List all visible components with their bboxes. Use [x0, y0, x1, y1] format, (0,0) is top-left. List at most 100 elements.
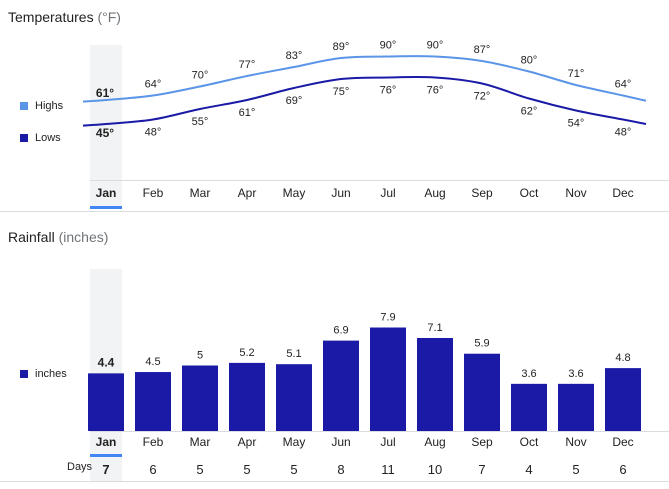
month-tick-label: Nov — [565, 186, 586, 200]
rainfall-data-label: 4.5 — [145, 356, 160, 368]
month-tick-label: Feb — [143, 186, 164, 200]
month-tick-label: Apr — [238, 435, 257, 449]
lows-data-label: 48° — [615, 127, 632, 139]
lows-data-label: 54° — [568, 118, 585, 130]
highs-data-label: 64° — [615, 79, 632, 91]
highs-data-label: 64° — [145, 79, 162, 91]
month-tick-label: Jun — [331, 186, 350, 200]
temperature-title: Temperatures (°F) — [8, 9, 121, 25]
highs-line — [82, 55, 647, 103]
rainfall-data-label: 5.2 — [239, 347, 254, 359]
legend-highs-swatch — [20, 102, 28, 110]
highs-data-label: 83° — [286, 50, 303, 62]
rain-days-value: 5 — [572, 462, 579, 477]
lows-data-label: 62° — [521, 106, 538, 118]
rain-days-value: 5 — [196, 462, 203, 477]
lows-data-label: 61° — [239, 107, 256, 119]
temperature-title-text: Temperatures — [8, 9, 94, 25]
rainfall-bar — [370, 327, 406, 431]
lows-data-label: 55° — [192, 116, 209, 128]
month-tick-label: Mar — [190, 186, 211, 200]
month-tick-label: May — [283, 186, 306, 200]
rainfall-bar — [464, 353, 500, 431]
rain-days-value: 7 — [102, 462, 109, 477]
temperature-unit: (°F) — [97, 9, 121, 25]
month-tick-label: Aug — [424, 186, 445, 200]
legend-inches-swatch — [20, 370, 28, 378]
month-tick-label: Feb — [143, 435, 164, 449]
month-tick-label: Oct — [520, 186, 539, 200]
rainfall-unit: (inches) — [58, 229, 109, 245]
highs-data-label: 61° — [96, 86, 114, 100]
legend-highs-label: Highs — [35, 100, 64, 112]
rainfall-data-label: 5.1 — [286, 348, 301, 360]
legend-inches-label: inches — [35, 368, 67, 380]
rainfall-data-label: 3.6 — [568, 368, 583, 380]
month-tick-label: Jul — [380, 435, 395, 449]
selected-month-indicator — [90, 206, 122, 209]
highs-data-label: 71° — [568, 68, 585, 80]
highs-data-label: 80° — [521, 55, 538, 67]
month-tick-label: Jul — [380, 186, 395, 200]
month-tick-label: Dec — [612, 435, 633, 449]
rainfall-title: Rainfall (inches) — [8, 229, 108, 245]
highs-data-label: 77° — [239, 59, 256, 71]
highs-data-label: 70° — [192, 70, 209, 82]
month-tick-label: Sep — [471, 435, 493, 449]
rainfall-bar — [135, 372, 171, 431]
rain-days-value: 5 — [243, 462, 250, 477]
rain-days-value: 4 — [525, 462, 532, 477]
legend-highs: Highs — [20, 100, 63, 112]
rainfall-data-label: 7.9 — [380, 312, 395, 324]
month-tick-label: Nov — [565, 435, 586, 449]
days-label: Days — [67, 461, 93, 473]
lows-line — [82, 75, 647, 127]
rainfall-data-label: 4.8 — [615, 352, 630, 364]
rainfall-bar — [276, 364, 312, 431]
rain-days-value: 7 — [478, 462, 485, 477]
legend-inches: inches — [20, 368, 67, 380]
bottom-divider — [0, 481, 669, 482]
lows-data-label: 48° — [145, 127, 162, 139]
highs-data-label: 89° — [333, 41, 350, 53]
highs-data-label: 90° — [380, 40, 397, 52]
lows-data-label: 69° — [286, 95, 303, 107]
rain-days-value: 10 — [428, 462, 442, 477]
lows-data-label: 45° — [96, 126, 114, 140]
legend-lows-swatch — [20, 134, 28, 142]
month-tick-label: Jun — [331, 435, 350, 449]
month-tick-label: May — [283, 435, 306, 449]
month-tick-label: Oct — [520, 435, 539, 449]
rainfall-bar — [511, 383, 547, 431]
rain-days-value: 6 — [149, 462, 156, 477]
rainfall-bar — [229, 362, 265, 431]
month-tick-label: Apr — [238, 186, 257, 200]
rainfall-bar — [182, 365, 218, 431]
lows-data-label: 76° — [380, 85, 397, 97]
rain-days-value: 11 — [381, 462, 395, 477]
rainfall-bar — [558, 383, 594, 431]
highs-data-label: 90° — [427, 40, 444, 52]
lows-data-label: 72° — [474, 91, 491, 103]
rain-days-value: 6 — [619, 462, 626, 477]
month-tick-label: Aug — [424, 435, 445, 449]
rain-days-value: 5 — [290, 462, 297, 477]
selected-month-indicator — [90, 454, 122, 457]
rain-days-value: 8 — [337, 462, 344, 477]
rainfall-data-label: 3.6 — [521, 368, 536, 380]
highs-data-label: 87° — [474, 44, 491, 56]
lows-data-label: 76° — [427, 85, 444, 97]
rainfall-data-label: 7.1 — [427, 322, 442, 334]
legend-lows: Lows — [20, 132, 61, 144]
rainfall-data-label: 6.9 — [333, 325, 348, 337]
lows-data-label: 75° — [333, 86, 350, 98]
rainfall-bar — [88, 373, 124, 431]
month-tick-label: Jan — [96, 435, 117, 449]
month-tick-label: Sep — [471, 186, 493, 200]
legend-lows-label: Lows — [35, 132, 61, 144]
section-divider — [0, 211, 669, 212]
rainfall-title-text: Rainfall — [8, 229, 55, 245]
rainfall-bar — [323, 340, 359, 431]
month-tick-label: Mar — [190, 435, 211, 449]
